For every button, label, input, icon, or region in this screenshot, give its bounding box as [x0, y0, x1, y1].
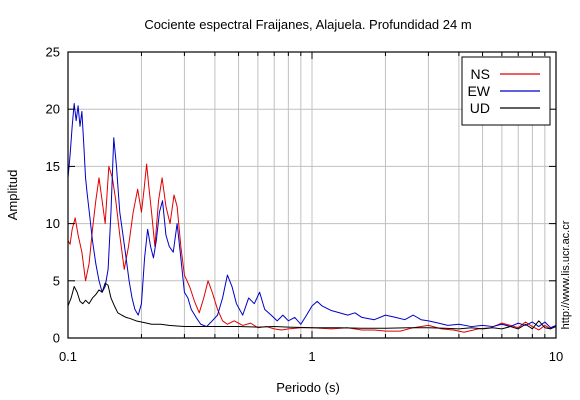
y-tick-label: 15 — [46, 159, 60, 174]
x-tick-label: 1 — [308, 349, 315, 364]
y-tick-label: 25 — [46, 45, 60, 60]
source-annotation: http://www.lis.ucr.ac.cr — [560, 220, 572, 329]
x-tick-label: 10 — [549, 349, 563, 364]
y-tick-label: 20 — [46, 102, 60, 117]
axis-ticks: 0 5 10 15 20 25 0.1 1 10 — [46, 45, 564, 365]
legend-label-ns: NS — [471, 66, 490, 82]
legend-label-ew: EW — [467, 83, 490, 99]
y-tick-label: 10 — [46, 216, 60, 231]
x-axis-label: Periodo (s) — [276, 380, 340, 395]
series-line-ns — [67, 163, 557, 333]
y-tick-label: 0 — [53, 331, 60, 346]
y-tick-label: 5 — [53, 273, 60, 288]
series-line-ud — [67, 282, 557, 330]
y-axis-label: Amplitud — [5, 170, 20, 221]
legend-label-ud: UD — [470, 100, 490, 116]
x-tick-label: 0.1 — [59, 349, 77, 364]
series-line-ew — [67, 102, 557, 329]
series-lines — [67, 102, 557, 333]
chart-title: Cociente espectral Fraijanes, Alajuela. … — [144, 17, 471, 32]
grid-lines — [68, 52, 556, 338]
